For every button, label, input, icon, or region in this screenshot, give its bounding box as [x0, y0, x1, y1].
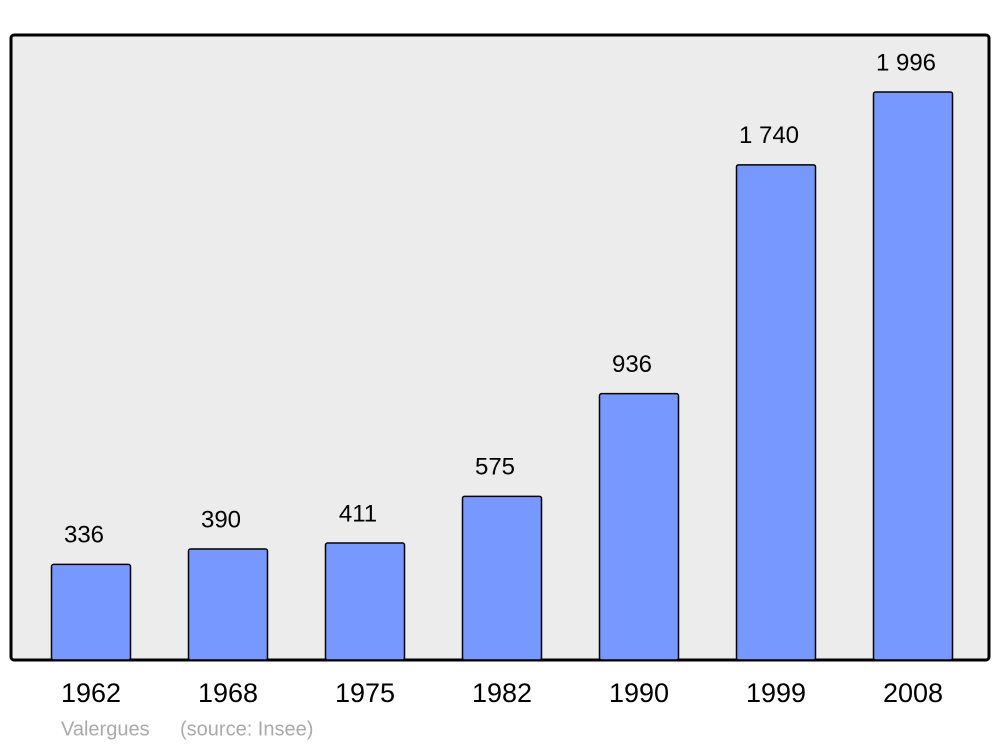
bar: [461, 495, 543, 661]
bar: [187, 548, 269, 661]
value-label: 1 740: [739, 122, 799, 149]
bar: [872, 91, 954, 661]
value-label: 411: [339, 500, 377, 527]
x-tick-label: 1990: [609, 678, 669, 708]
x-tick-label: 1999: [746, 678, 806, 708]
bar: [598, 392, 680, 661]
x-tick-label: 1975: [335, 678, 395, 708]
x-tick-label: 2008: [883, 678, 943, 708]
value-label: 390: [201, 506, 241, 533]
value-label: 575: [475, 454, 515, 481]
source-label: (source: Insee): [180, 718, 313, 740]
value-label: 1 996: [876, 49, 936, 76]
value-label: 936: [612, 351, 652, 378]
bar: [324, 542, 406, 661]
bar: [735, 164, 817, 661]
bar: [50, 563, 132, 661]
x-tick-label: 1982: [472, 678, 532, 708]
value-label: 336: [64, 522, 104, 549]
x-tick-label: 1962: [61, 678, 121, 708]
x-tick-label: 1968: [198, 678, 258, 708]
place-label: Valergues: [61, 718, 150, 740]
